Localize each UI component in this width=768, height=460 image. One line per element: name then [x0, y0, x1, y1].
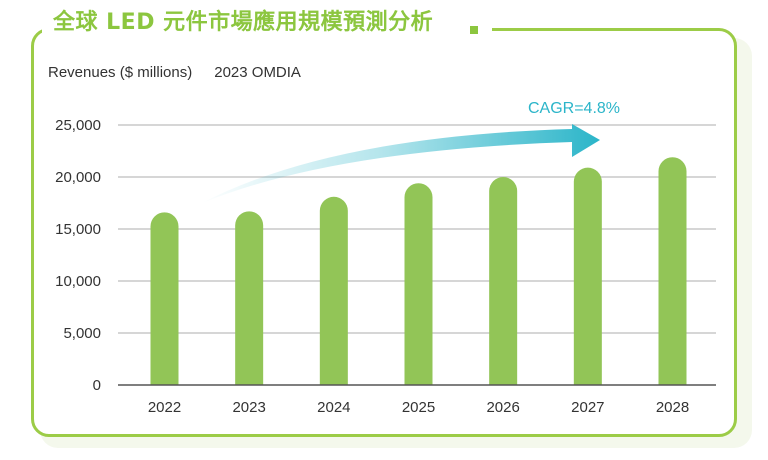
y-axis-ticks: 0 5,000 10,000 15,000 20,000 25,000: [55, 117, 101, 394]
y-tick-label: 10,000: [55, 273, 101, 290]
bar-2028: [658, 157, 687, 385]
y-tick-label: 20,000: [55, 169, 101, 186]
title-background: [42, 14, 492, 38]
chart-title: 全球 LED 元件市場應用規模預測分析: [53, 10, 434, 35]
x-axis-ticks: 2022 2023 2024 2025 2026 2027 2028: [148, 399, 689, 416]
bar-2022: [150, 212, 179, 385]
bar-2025: [404, 183, 433, 385]
x-tick-label: 2024: [317, 399, 350, 416]
bar-2026: [489, 176, 518, 385]
title-square-marker: [470, 26, 478, 34]
y-tick-label: 25,000: [55, 117, 101, 134]
units-label: Revenues ($ millions): [48, 64, 193, 81]
source-label: 2023 OMDIA: [214, 64, 301, 81]
x-tick-label: 2026: [486, 399, 519, 416]
x-tick-label: 2023: [232, 399, 265, 416]
y-tick-label: 0: [93, 377, 101, 394]
bars: [150, 157, 687, 385]
bar-2023: [235, 211, 264, 385]
cagr-trend-arrow: [200, 124, 600, 204]
chart-card: [31, 28, 737, 437]
x-tick-label: 2027: [571, 399, 604, 416]
chart-subtitle: Revenues ($ millions) 2023 OMDIA: [48, 64, 301, 81]
x-tick-label: 2025: [402, 399, 435, 416]
x-tick-label: 2022: [148, 399, 181, 416]
x-tick-label: 2028: [656, 399, 689, 416]
bar-2027: [573, 167, 602, 385]
cagr-annotation: CAGR=4.8%: [528, 100, 620, 117]
trend-arrow-shape: [200, 124, 600, 204]
y-tick-label: 5,000: [63, 325, 101, 342]
y-tick-label: 15,000: [55, 221, 101, 238]
bar-2024: [319, 196, 348, 385]
